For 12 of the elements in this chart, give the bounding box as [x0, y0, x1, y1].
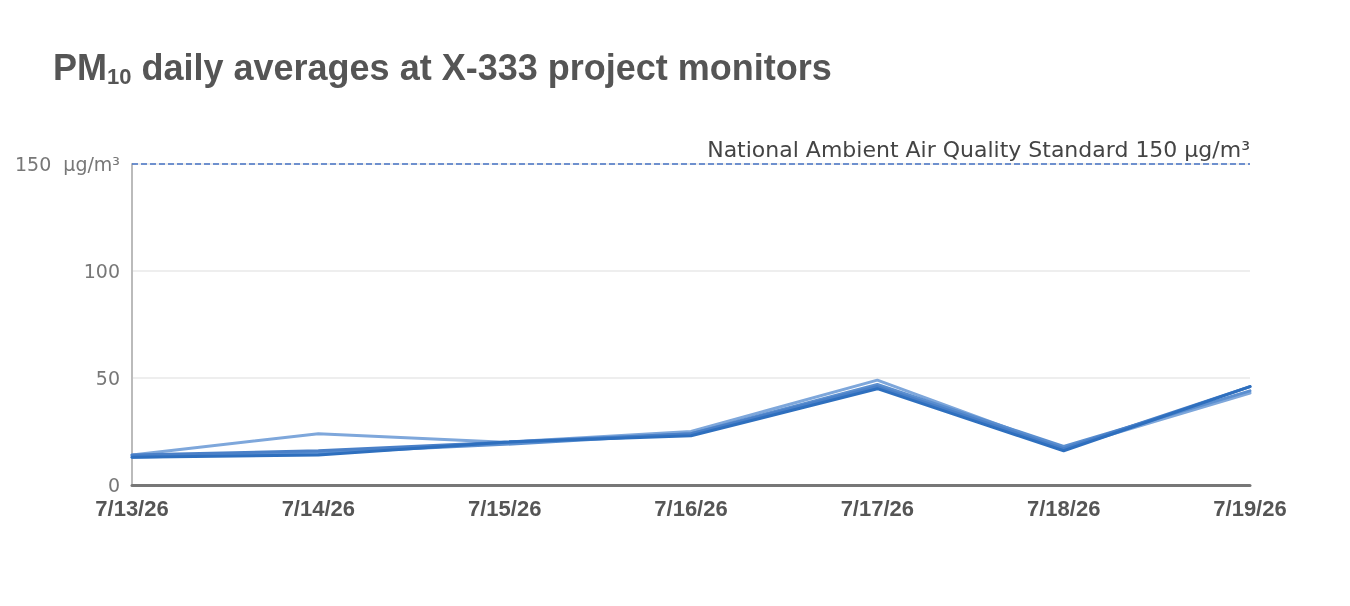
- ref-line-label: National Ambient Air Quality Standard 150 µg/m³: [707, 136, 1250, 162]
- y-tick-label: 0: [107, 474, 120, 496]
- x-tick-label: 7/18/26: [1026, 495, 1101, 521]
- y-tick-label: 50: [95, 367, 120, 389]
- x-tick-label: 7/15/26: [467, 495, 542, 521]
- x-tick-label: 7/13/26: [95, 495, 169, 521]
- x-tick-label: 7/14/26: [281, 495, 356, 521]
- y-tick-label: 100: [83, 260, 120, 282]
- y-tick-label: 150 µg/m³: [14, 153, 120, 175]
- x-tick-label: 7/16/26: [654, 495, 728, 521]
- x-tick-label: 7/17/26: [840, 495, 915, 521]
- x-tick-label: 7/19/26: [1213, 495, 1287, 521]
